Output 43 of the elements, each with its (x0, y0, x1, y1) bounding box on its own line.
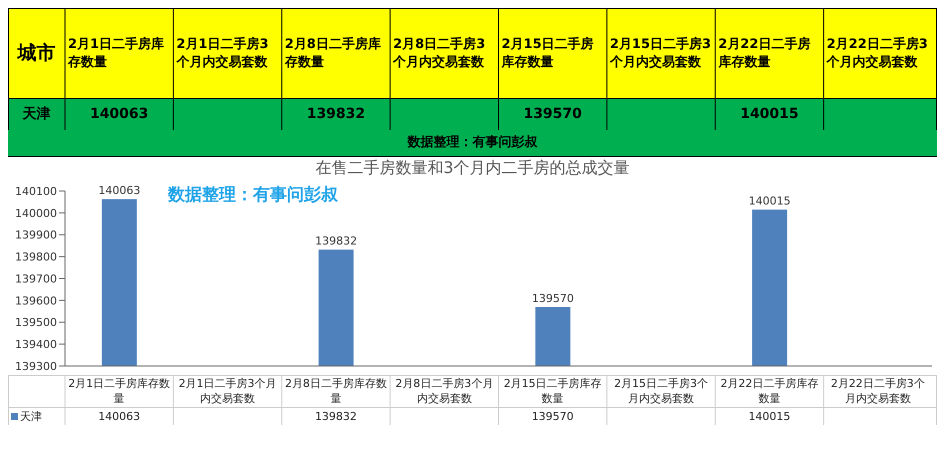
category-label: 2月8日二手房3个月内交易套数 (393, 37, 486, 70)
category-label: 2月8日二手房库存数量 (284, 37, 381, 70)
y-tick-label: 139700 (15, 272, 57, 286)
category-label: 2月15日二手房3个月内交易套数 (610, 37, 712, 70)
text: 天津 (22, 106, 50, 122)
y-tick-label: 139600 (15, 294, 57, 308)
data-label: 140063 (90, 106, 148, 122)
y-tick-label: 139300 (15, 360, 57, 373)
data-label: 140015 (740, 106, 799, 122)
x-tick-label: 2月15日二手房3个月内交易套数 (613, 376, 710, 406)
category-label: 2月1日二手房库存数量 (68, 37, 164, 70)
y-tick-label: 140000 (15, 206, 57, 220)
x-tick-label: 2月8日二手房3个月内交易套数 (394, 376, 494, 406)
y-tick-label: 139900 (15, 228, 57, 242)
y-tick-label: 140100 (15, 184, 57, 198)
y-tick-label: 139500 (15, 316, 57, 330)
data-label: 139832 (306, 106, 366, 122)
chart-title: 在售二手房数量和3个月内二手房的总成交量 (314, 157, 631, 179)
text: 140063 (98, 184, 140, 198)
x-tick-label: 2月22日二手房库存数量 (719, 376, 820, 406)
x-tick-label: 2月15日二手房库存数量 (502, 376, 603, 406)
category-label: 2月15日二手房库存数量 (502, 37, 594, 70)
text: 139570 (532, 292, 574, 305)
x-tick-label: 2月8日二手房库存数量 (284, 376, 388, 406)
text: 139832 (314, 410, 357, 422)
legend-label: 天津 (19, 408, 42, 424)
x-tick-label: 2月22日二手房3个月内交易套数 (830, 376, 926, 406)
legend-title: 城市 (18, 41, 56, 66)
text: 140015 (748, 410, 790, 422)
x-tick-label: 2月1日二手房3个月内交易套数 (178, 376, 278, 406)
y-tick-label: 139400 (15, 338, 57, 352)
text: 139570 (532, 410, 574, 422)
annotation: 数据整理：有事问彭叔 (168, 184, 338, 206)
text: 140063 (98, 410, 140, 422)
text: 140015 (748, 194, 791, 208)
category-label: 2月22日二手房3个月内交易套数 (826, 37, 928, 70)
x-tick-label: 2月1日二手房库存数量 (68, 376, 170, 406)
y-tick-label: 139800 (15, 250, 57, 264)
category-label: 2月1日二手房3个月内交易套数 (176, 37, 269, 70)
data-label: 139570 (523, 106, 582, 122)
category-label: 2月22日二手房库存数量 (718, 37, 810, 70)
text: 数据整理：有事问彭叔 (8, 130, 937, 157)
text: 139832 (315, 234, 358, 248)
